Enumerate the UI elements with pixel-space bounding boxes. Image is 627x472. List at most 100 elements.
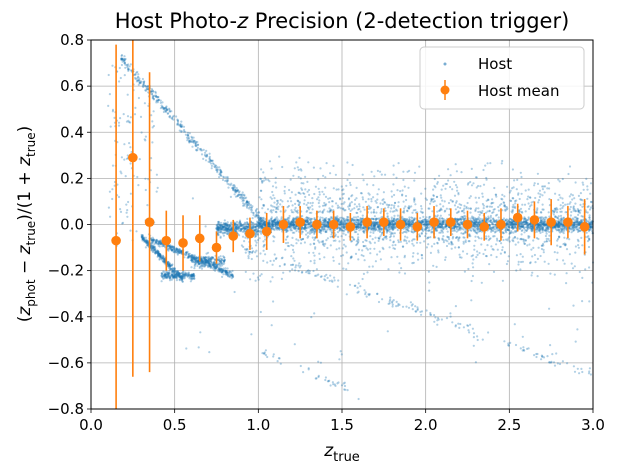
- host-point: [338, 218, 341, 221]
- host-point: [293, 231, 296, 234]
- host-point: [436, 195, 439, 198]
- host-point: [489, 214, 492, 217]
- host-point: [259, 223, 262, 226]
- host-point: [556, 258, 559, 261]
- host-point: [319, 216, 322, 219]
- host-point: [334, 239, 337, 242]
- host-point: [476, 250, 479, 253]
- host-point: [453, 226, 456, 229]
- host-point: [576, 224, 579, 227]
- host-point: [433, 200, 436, 203]
- host-point: [457, 225, 460, 228]
- host-point: [558, 222, 561, 225]
- host-point: [259, 222, 262, 225]
- host-point: [326, 228, 329, 231]
- host-point: [558, 225, 561, 228]
- host-point: [342, 226, 345, 229]
- host-point: [528, 226, 531, 229]
- host-point: [404, 217, 407, 221]
- host-point: [390, 226, 393, 229]
- host-point: [478, 251, 481, 255]
- host-point: [304, 226, 307, 229]
- host-point: [425, 220, 428, 223]
- host-point: [376, 169, 379, 172]
- host-point: [513, 235, 517, 239]
- host-point: [542, 218, 545, 221]
- host-point: [386, 229, 389, 233]
- host-point: [533, 182, 536, 185]
- host-point: [424, 223, 428, 226]
- host-point: [219, 236, 222, 239]
- host-point: [405, 222, 408, 225]
- host-point: [472, 182, 475, 185]
- host-point: [438, 222, 442, 225]
- host-point: [570, 210, 573, 214]
- host-point: [217, 232, 220, 235]
- host-point: [264, 221, 267, 224]
- host-point: [390, 190, 393, 193]
- host-point: [407, 223, 410, 226]
- host-point: [424, 235, 427, 238]
- host-point: [441, 226, 444, 229]
- host-point: [261, 222, 264, 225]
- host-point: [252, 226, 255, 229]
- host-point: [539, 226, 542, 229]
- host-point: [294, 266, 297, 269]
- host-point: [358, 205, 361, 208]
- host-point: [471, 215, 474, 218]
- host-point: [290, 200, 293, 203]
- host-point: [292, 226, 295, 229]
- host-point: [523, 226, 526, 229]
- host-point: [323, 224, 326, 227]
- host-point: [170, 110, 173, 113]
- host-point: [287, 225, 291, 228]
- host-point: [456, 219, 459, 222]
- host-point: [589, 206, 593, 209]
- host-point: [228, 224, 231, 227]
- host-point: [439, 226, 442, 229]
- host-point: [324, 221, 327, 224]
- host-point: [344, 222, 347, 225]
- host-point: [332, 187, 335, 190]
- host-point: [516, 237, 519, 240]
- host-point: [204, 159, 208, 162]
- host-point: [558, 245, 562, 248]
- host-point: [261, 226, 264, 229]
- host-point: [398, 262, 401, 265]
- host-point: [539, 216, 542, 219]
- host-point: [555, 225, 558, 228]
- host-point: [255, 231, 258, 234]
- host-point: [535, 237, 539, 240]
- host-point: [216, 226, 219, 229]
- host-point: [405, 228, 408, 231]
- host-point: [381, 228, 384, 231]
- host-point: [379, 229, 382, 232]
- host-point: [319, 230, 322, 233]
- host-point: [299, 192, 302, 195]
- host-point: [541, 203, 544, 206]
- host-point: [581, 181, 584, 184]
- host-point: [429, 225, 432, 228]
- host-point: [575, 227, 579, 230]
- host-point: [559, 207, 562, 210]
- host-point: [521, 229, 524, 232]
- host-point: [345, 184, 348, 187]
- host-point: [310, 222, 313, 225]
- host-point: [244, 225, 247, 228]
- host-point: [389, 220, 392, 223]
- host-point: [518, 225, 522, 228]
- host-point: [361, 277, 364, 281]
- host-point: [441, 199, 444, 202]
- host-point: [335, 248, 338, 251]
- host-point: [252, 272, 255, 275]
- host-point: [439, 220, 442, 223]
- host-point: [273, 228, 276, 232]
- host-point: [272, 240, 275, 243]
- host-point: [538, 230, 541, 233]
- host-point: [590, 225, 593, 228]
- host-point: [488, 209, 491, 212]
- host-point: [269, 210, 272, 213]
- host-point: [224, 224, 227, 227]
- host-point: [313, 262, 316, 265]
